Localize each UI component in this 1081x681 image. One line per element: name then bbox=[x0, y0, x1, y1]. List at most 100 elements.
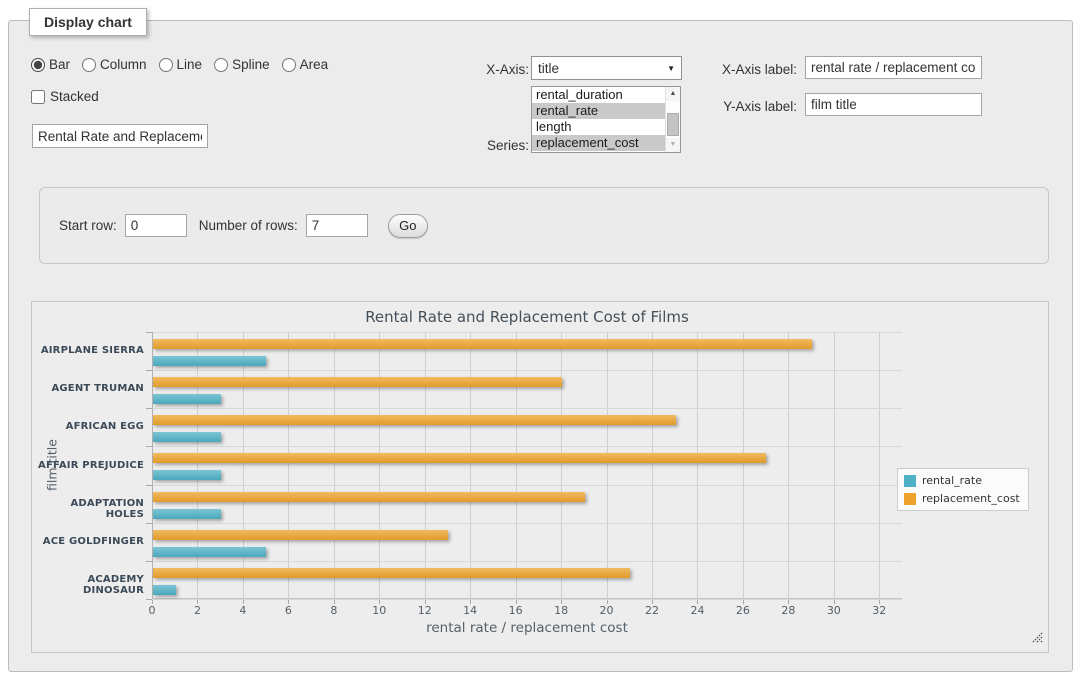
bar-replacement_cost[interactable] bbox=[153, 377, 562, 387]
bar-replacement_cost[interactable] bbox=[153, 339, 812, 349]
chart-type-bar[interactable]: Bar bbox=[31, 57, 70, 72]
chart-type-column[interactable]: Column bbox=[82, 57, 147, 72]
category-label: ADAPTATION HOLES bbox=[38, 498, 144, 520]
chart-type-radio-column[interactable] bbox=[82, 58, 96, 72]
gridline bbox=[152, 446, 902, 447]
gridline bbox=[652, 332, 653, 599]
chart-title-input[interactable] bbox=[32, 124, 208, 148]
chart-type-radio-spline[interactable] bbox=[214, 58, 228, 72]
chart-type-radio-area[interactable] bbox=[282, 58, 296, 72]
x-tick-label: 10 bbox=[364, 604, 394, 617]
gridline bbox=[607, 332, 608, 599]
series-option-length[interactable]: length bbox=[532, 119, 665, 135]
page: Display chart Bar Column Line Spline Area St… bbox=[0, 0, 1081, 681]
chart-type-line[interactable]: Line bbox=[159, 57, 203, 72]
num-rows-input[interactable] bbox=[306, 214, 368, 237]
category-label: AGENT TRUMAN bbox=[38, 383, 144, 394]
go-button[interactable]: Go bbox=[388, 214, 428, 238]
bar-rental_rate[interactable] bbox=[153, 394, 221, 404]
series-option-rental_rate[interactable]: rental_rate bbox=[532, 103, 665, 119]
chart-legend[interactable]: rental_rate replacement_cost bbox=[897, 468, 1029, 511]
gridline bbox=[197, 332, 198, 599]
series-listbox[interactable]: rental_durationrental_ratelengthreplacem… bbox=[531, 86, 681, 153]
chart-type-spline[interactable]: Spline bbox=[214, 57, 270, 72]
chart-type-radio-group: Bar Column Line Spline Area bbox=[31, 57, 336, 72]
x-tick-label: 2 bbox=[182, 604, 212, 617]
chart-type-area[interactable]: Area bbox=[282, 57, 329, 72]
gridline bbox=[152, 599, 902, 600]
bar-replacement_cost[interactable] bbox=[153, 568, 630, 578]
fieldset-legend: Display chart bbox=[29, 8, 147, 36]
resize-handle-icon[interactable] bbox=[1031, 631, 1043, 643]
y-axis-line bbox=[152, 332, 153, 599]
bar-rental_rate[interactable] bbox=[153, 470, 221, 480]
bar-rental_rate[interactable] bbox=[153, 356, 266, 366]
chart-type-label: Bar bbox=[49, 57, 70, 72]
start-row-label: Start row: bbox=[59, 218, 117, 233]
bar-replacement_cost[interactable] bbox=[153, 530, 448, 540]
scroll-down-icon[interactable]: ▼ bbox=[666, 138, 680, 152]
category-label: AIRPLANE SIERRA bbox=[38, 345, 144, 356]
x-axis-select-label: X-Axis: bbox=[449, 62, 529, 77]
legend-label: rental_rate bbox=[922, 474, 982, 487]
x-tick-label: 14 bbox=[455, 604, 485, 617]
bar-replacement_cost[interactable] bbox=[153, 415, 676, 425]
gridline bbox=[561, 332, 562, 599]
chart-type-label: Spline bbox=[232, 57, 270, 72]
x-tick-label: 8 bbox=[319, 604, 349, 617]
x-tick-label: 12 bbox=[410, 604, 440, 617]
category-label: ACADEMY DINOSAUR bbox=[38, 574, 144, 596]
bar-replacement_cost[interactable] bbox=[153, 492, 585, 502]
y-axis-label-input[interactable] bbox=[805, 93, 982, 116]
series-options: rental_durationrental_ratelengthreplacem… bbox=[532, 87, 665, 152]
num-rows-label: Number of rows: bbox=[199, 218, 298, 233]
y-axis-label-field-label: Y-Axis label: bbox=[699, 99, 797, 114]
start-row-input[interactable] bbox=[125, 214, 187, 237]
bar-rental_rate[interactable] bbox=[153, 509, 221, 519]
gridline bbox=[152, 485, 902, 486]
gridline bbox=[743, 332, 744, 599]
gridline bbox=[788, 332, 789, 599]
x-axis-title: rental rate / replacement cost bbox=[152, 620, 902, 636]
legend-item-replacement_cost[interactable]: replacement_cost bbox=[904, 492, 1020, 505]
chart-type-label: Line bbox=[177, 57, 203, 72]
x-tick-label: 0 bbox=[137, 604, 167, 617]
legend-item-rental_rate[interactable]: rental_rate bbox=[904, 474, 1020, 487]
gridline bbox=[425, 332, 426, 599]
series-option-rental_duration[interactable]: rental_duration bbox=[532, 87, 665, 103]
rows-panel: Start row: Number of rows: Go bbox=[39, 187, 1049, 264]
scroll-up-icon[interactable]: ▲ bbox=[666, 87, 680, 101]
scrollbar-thumb[interactable] bbox=[667, 113, 679, 136]
gridline bbox=[288, 332, 289, 599]
gridline bbox=[152, 523, 902, 524]
display-chart-fieldset: Display chart BarColumnLineSplineArea St… bbox=[8, 20, 1073, 672]
y-tick-mark bbox=[146, 599, 152, 600]
chart-container: Rental Rate and Replacement Cost of Film… bbox=[31, 301, 1049, 653]
category-label: ACE GOLDFINGER bbox=[38, 536, 144, 547]
series-option-replacement_cost[interactable]: replacement_cost bbox=[532, 135, 665, 151]
x-axis-label-field-label: X-Axis label: bbox=[699, 62, 797, 77]
chart-type-label: Column bbox=[100, 57, 147, 72]
dropdown-arrow-icon: ▼ bbox=[667, 64, 675, 73]
legend-label: replacement_cost bbox=[922, 492, 1020, 505]
x-tick-label: 4 bbox=[228, 604, 258, 617]
chart-type-radio-bar[interactable] bbox=[31, 58, 45, 72]
stacked-checkbox[interactable] bbox=[31, 90, 45, 104]
gridline bbox=[379, 332, 380, 599]
x-tick-label: 20 bbox=[592, 604, 622, 617]
gridline bbox=[516, 332, 517, 599]
chart-type-radio-line[interactable] bbox=[159, 58, 173, 72]
gridline bbox=[152, 370, 902, 371]
x-axis-select[interactable]: title ▼ bbox=[531, 56, 682, 80]
gridline bbox=[334, 332, 335, 599]
category-label: AFRICAN EGG bbox=[38, 421, 144, 432]
x-tick-label: 30 bbox=[819, 604, 849, 617]
x-tick-label: 32 bbox=[864, 604, 894, 617]
gridline bbox=[879, 332, 880, 599]
bar-rental_rate[interactable] bbox=[153, 585, 176, 595]
bar-replacement_cost[interactable] bbox=[153, 453, 766, 463]
listbox-scrollbar[interactable]: ▲ ▼ bbox=[665, 87, 680, 152]
bar-rental_rate[interactable] bbox=[153, 432, 221, 442]
bar-rental_rate[interactable] bbox=[153, 547, 266, 557]
x-axis-label-input[interactable] bbox=[805, 56, 982, 79]
